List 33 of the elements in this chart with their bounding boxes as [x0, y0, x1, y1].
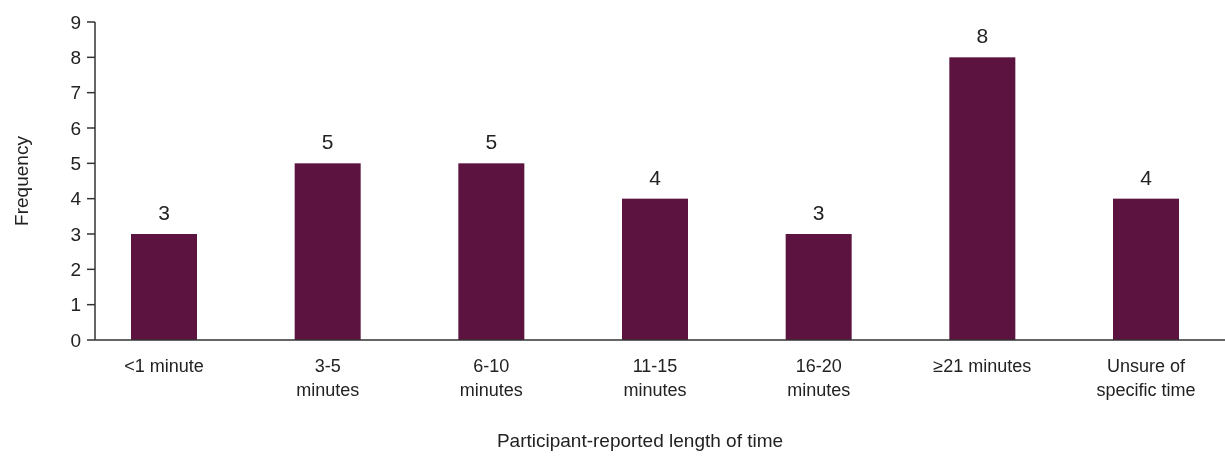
y-tick-label: 7: [70, 82, 81, 104]
bar: [949, 57, 1016, 340]
x-tick-label: ≥21 minutes: [933, 356, 1032, 376]
data-label: 5: [321, 130, 334, 154]
data-label: 8: [976, 24, 989, 48]
y-tick-label: 9: [70, 11, 81, 33]
bar: [458, 163, 525, 340]
data-label: 4: [1140, 165, 1153, 189]
y-axis-title: Frequency: [11, 135, 32, 226]
x-tick-label: 3-5 minutes: [296, 356, 360, 400]
x-tick-label: Unsure of specific time: [1096, 356, 1196, 400]
bar: [131, 234, 197, 340]
x-axis-title: Participant-reported length of time: [496, 430, 784, 451]
y-tick-label: 3: [70, 223, 81, 245]
bar: [294, 163, 361, 340]
x-tick-label: 16-20 minutes: [787, 356, 851, 400]
y-tick-label: 4: [70, 188, 82, 210]
data-label: 3: [812, 201, 825, 224]
y-tick-label: 6: [70, 117, 81, 139]
data-label: 3: [158, 201, 170, 224]
x-tick-label: 11-15 minutes: [623, 356, 687, 400]
data-label: 5: [485, 130, 498, 154]
x-tick-label: 6-10 minutes: [459, 356, 523, 400]
x-tick-label: <1 minute: [124, 356, 204, 376]
data-label: 4: [649, 165, 662, 189]
bar: [1113, 198, 1179, 340]
y-tick-label: 5: [70, 152, 81, 174]
bar: [622, 198, 688, 340]
y-tick-label: 1: [70, 294, 81, 316]
y-tick-label: 0: [70, 329, 81, 351]
bar: [785, 234, 852, 340]
y-tick-label: 8: [70, 46, 81, 68]
y-tick-label: 2: [70, 258, 81, 280]
